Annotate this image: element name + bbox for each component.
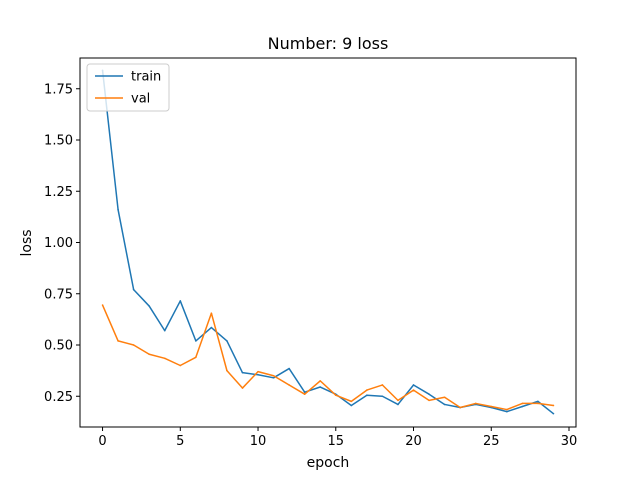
y-tick-label: 0.25 xyxy=(44,390,73,405)
data-point-val xyxy=(521,402,524,405)
data-point-train xyxy=(303,391,306,393)
data-point-val xyxy=(257,370,259,373)
data-point-train xyxy=(132,288,135,291)
x-axis: 0 5 10 15 20 25 30 xyxy=(98,427,577,449)
data-point-train xyxy=(257,373,259,376)
y-tick-label: 0.75 xyxy=(44,287,73,302)
y-axis: 0.25 0.50 0.75 1.00 1.25 1.50 1.75 xyxy=(44,82,80,405)
data-point-val xyxy=(226,369,228,372)
data-point-val xyxy=(101,304,104,306)
data-point-val xyxy=(210,312,213,315)
x-tick-label: 25 xyxy=(483,434,500,449)
x-tick-label: 10 xyxy=(250,434,267,449)
legend-label-val: val xyxy=(131,92,150,107)
series-line-val xyxy=(101,304,554,411)
series-line-train xyxy=(101,70,554,415)
data-point-val xyxy=(552,404,555,407)
chart-title: Number: 9 loss xyxy=(268,34,389,53)
data-point-val xyxy=(350,400,353,403)
y-tick-label: 1.50 xyxy=(44,134,73,149)
data-point-train xyxy=(179,300,182,302)
x-tick-label: 5 xyxy=(176,434,184,449)
data-point-val xyxy=(117,340,119,342)
data-point-val xyxy=(490,405,493,408)
data-point-train xyxy=(552,412,555,415)
plot-frame xyxy=(79,57,577,428)
data-point-val xyxy=(163,357,166,360)
y-tick-label: 0.50 xyxy=(44,339,73,354)
data-point-val xyxy=(381,384,384,386)
data-point-val xyxy=(241,387,244,389)
legend-label-train: train xyxy=(131,70,161,85)
data-point-train xyxy=(272,377,275,379)
x-tick-label: 0 xyxy=(98,434,106,449)
x-axis-label: epoch xyxy=(307,455,350,471)
plot-area xyxy=(101,69,555,415)
x-tick-label: 30 xyxy=(561,434,578,449)
data-point-train xyxy=(288,367,290,370)
data-point-train xyxy=(397,403,399,406)
data-point-val xyxy=(334,394,337,397)
data-point-val xyxy=(303,393,306,396)
data-point-train xyxy=(366,394,368,397)
data-point-val xyxy=(179,364,182,367)
data-point-val xyxy=(506,408,508,411)
data-point-val xyxy=(195,356,197,359)
y-tick-label: 1.75 xyxy=(44,82,73,97)
data-point-train xyxy=(226,340,228,342)
data-point-val xyxy=(474,402,477,405)
y-tick-label: 1.00 xyxy=(44,236,73,251)
data-point-train xyxy=(241,371,244,374)
y-tick-label: 1.25 xyxy=(44,185,73,200)
data-point-train xyxy=(350,404,353,407)
data-point-val xyxy=(288,384,290,386)
data-point-train xyxy=(412,384,415,386)
data-point-val xyxy=(397,399,399,402)
data-point-train xyxy=(319,386,322,388)
data-point-val xyxy=(272,374,275,377)
data-point-val xyxy=(319,380,322,382)
data-point-train xyxy=(537,400,539,403)
data-point-train xyxy=(428,393,430,396)
x-tick-label: 15 xyxy=(328,434,345,449)
data-point-train xyxy=(521,405,524,408)
data-point-train xyxy=(443,403,446,406)
data-point-val xyxy=(537,402,539,405)
data-point-train xyxy=(117,208,119,211)
data-point-val xyxy=(428,399,430,402)
data-point-train xyxy=(163,329,166,332)
data-point-val xyxy=(459,406,461,409)
data-point-val xyxy=(132,344,135,346)
data-point-val xyxy=(148,353,150,356)
y-axis-label: loss xyxy=(19,229,35,256)
data-point-train xyxy=(506,410,508,413)
data-point-train xyxy=(381,395,384,398)
data-point-train xyxy=(148,305,150,307)
data-point-train xyxy=(210,326,213,329)
legend: train val xyxy=(86,63,170,112)
data-point-val xyxy=(412,389,415,391)
data-point-val xyxy=(443,396,446,399)
data-point-val xyxy=(366,389,368,391)
x-tick-label: 20 xyxy=(405,434,422,449)
data-point-train xyxy=(195,340,197,342)
